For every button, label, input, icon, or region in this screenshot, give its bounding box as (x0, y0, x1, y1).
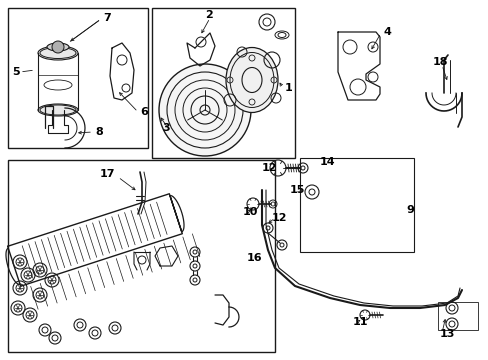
Ellipse shape (47, 43, 69, 51)
Text: 1: 1 (285, 83, 292, 93)
Text: 8: 8 (95, 127, 102, 137)
Text: 6: 6 (140, 107, 147, 117)
Bar (152, 8, 294, 158)
Bar (299, 158, 413, 252)
Text: 11: 11 (352, 317, 368, 327)
Ellipse shape (38, 46, 78, 60)
Text: 5: 5 (12, 67, 20, 77)
Ellipse shape (225, 48, 278, 112)
Text: 16: 16 (246, 253, 262, 263)
Text: 7: 7 (103, 13, 110, 23)
Text: 10: 10 (243, 207, 258, 217)
Text: 18: 18 (432, 57, 447, 67)
Text: 12: 12 (262, 163, 277, 173)
Circle shape (52, 41, 64, 53)
Text: 17: 17 (100, 169, 115, 179)
Bar (437, 302, 477, 330)
Circle shape (159, 64, 250, 156)
Bar (8, 8, 148, 148)
Text: 9: 9 (405, 205, 413, 215)
Bar (8, 160, 274, 352)
Text: 12: 12 (271, 213, 287, 223)
Text: 4: 4 (382, 27, 390, 37)
Text: 2: 2 (204, 10, 212, 20)
Text: 3: 3 (162, 123, 169, 133)
Ellipse shape (38, 104, 78, 116)
Text: 13: 13 (439, 329, 454, 339)
Text: 14: 14 (319, 157, 335, 167)
Text: 15: 15 (289, 185, 305, 195)
